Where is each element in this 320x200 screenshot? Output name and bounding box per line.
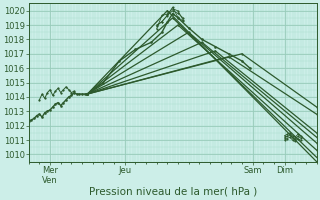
X-axis label: Pression niveau de la mer( hPa ): Pression niveau de la mer( hPa ) xyxy=(89,187,257,197)
